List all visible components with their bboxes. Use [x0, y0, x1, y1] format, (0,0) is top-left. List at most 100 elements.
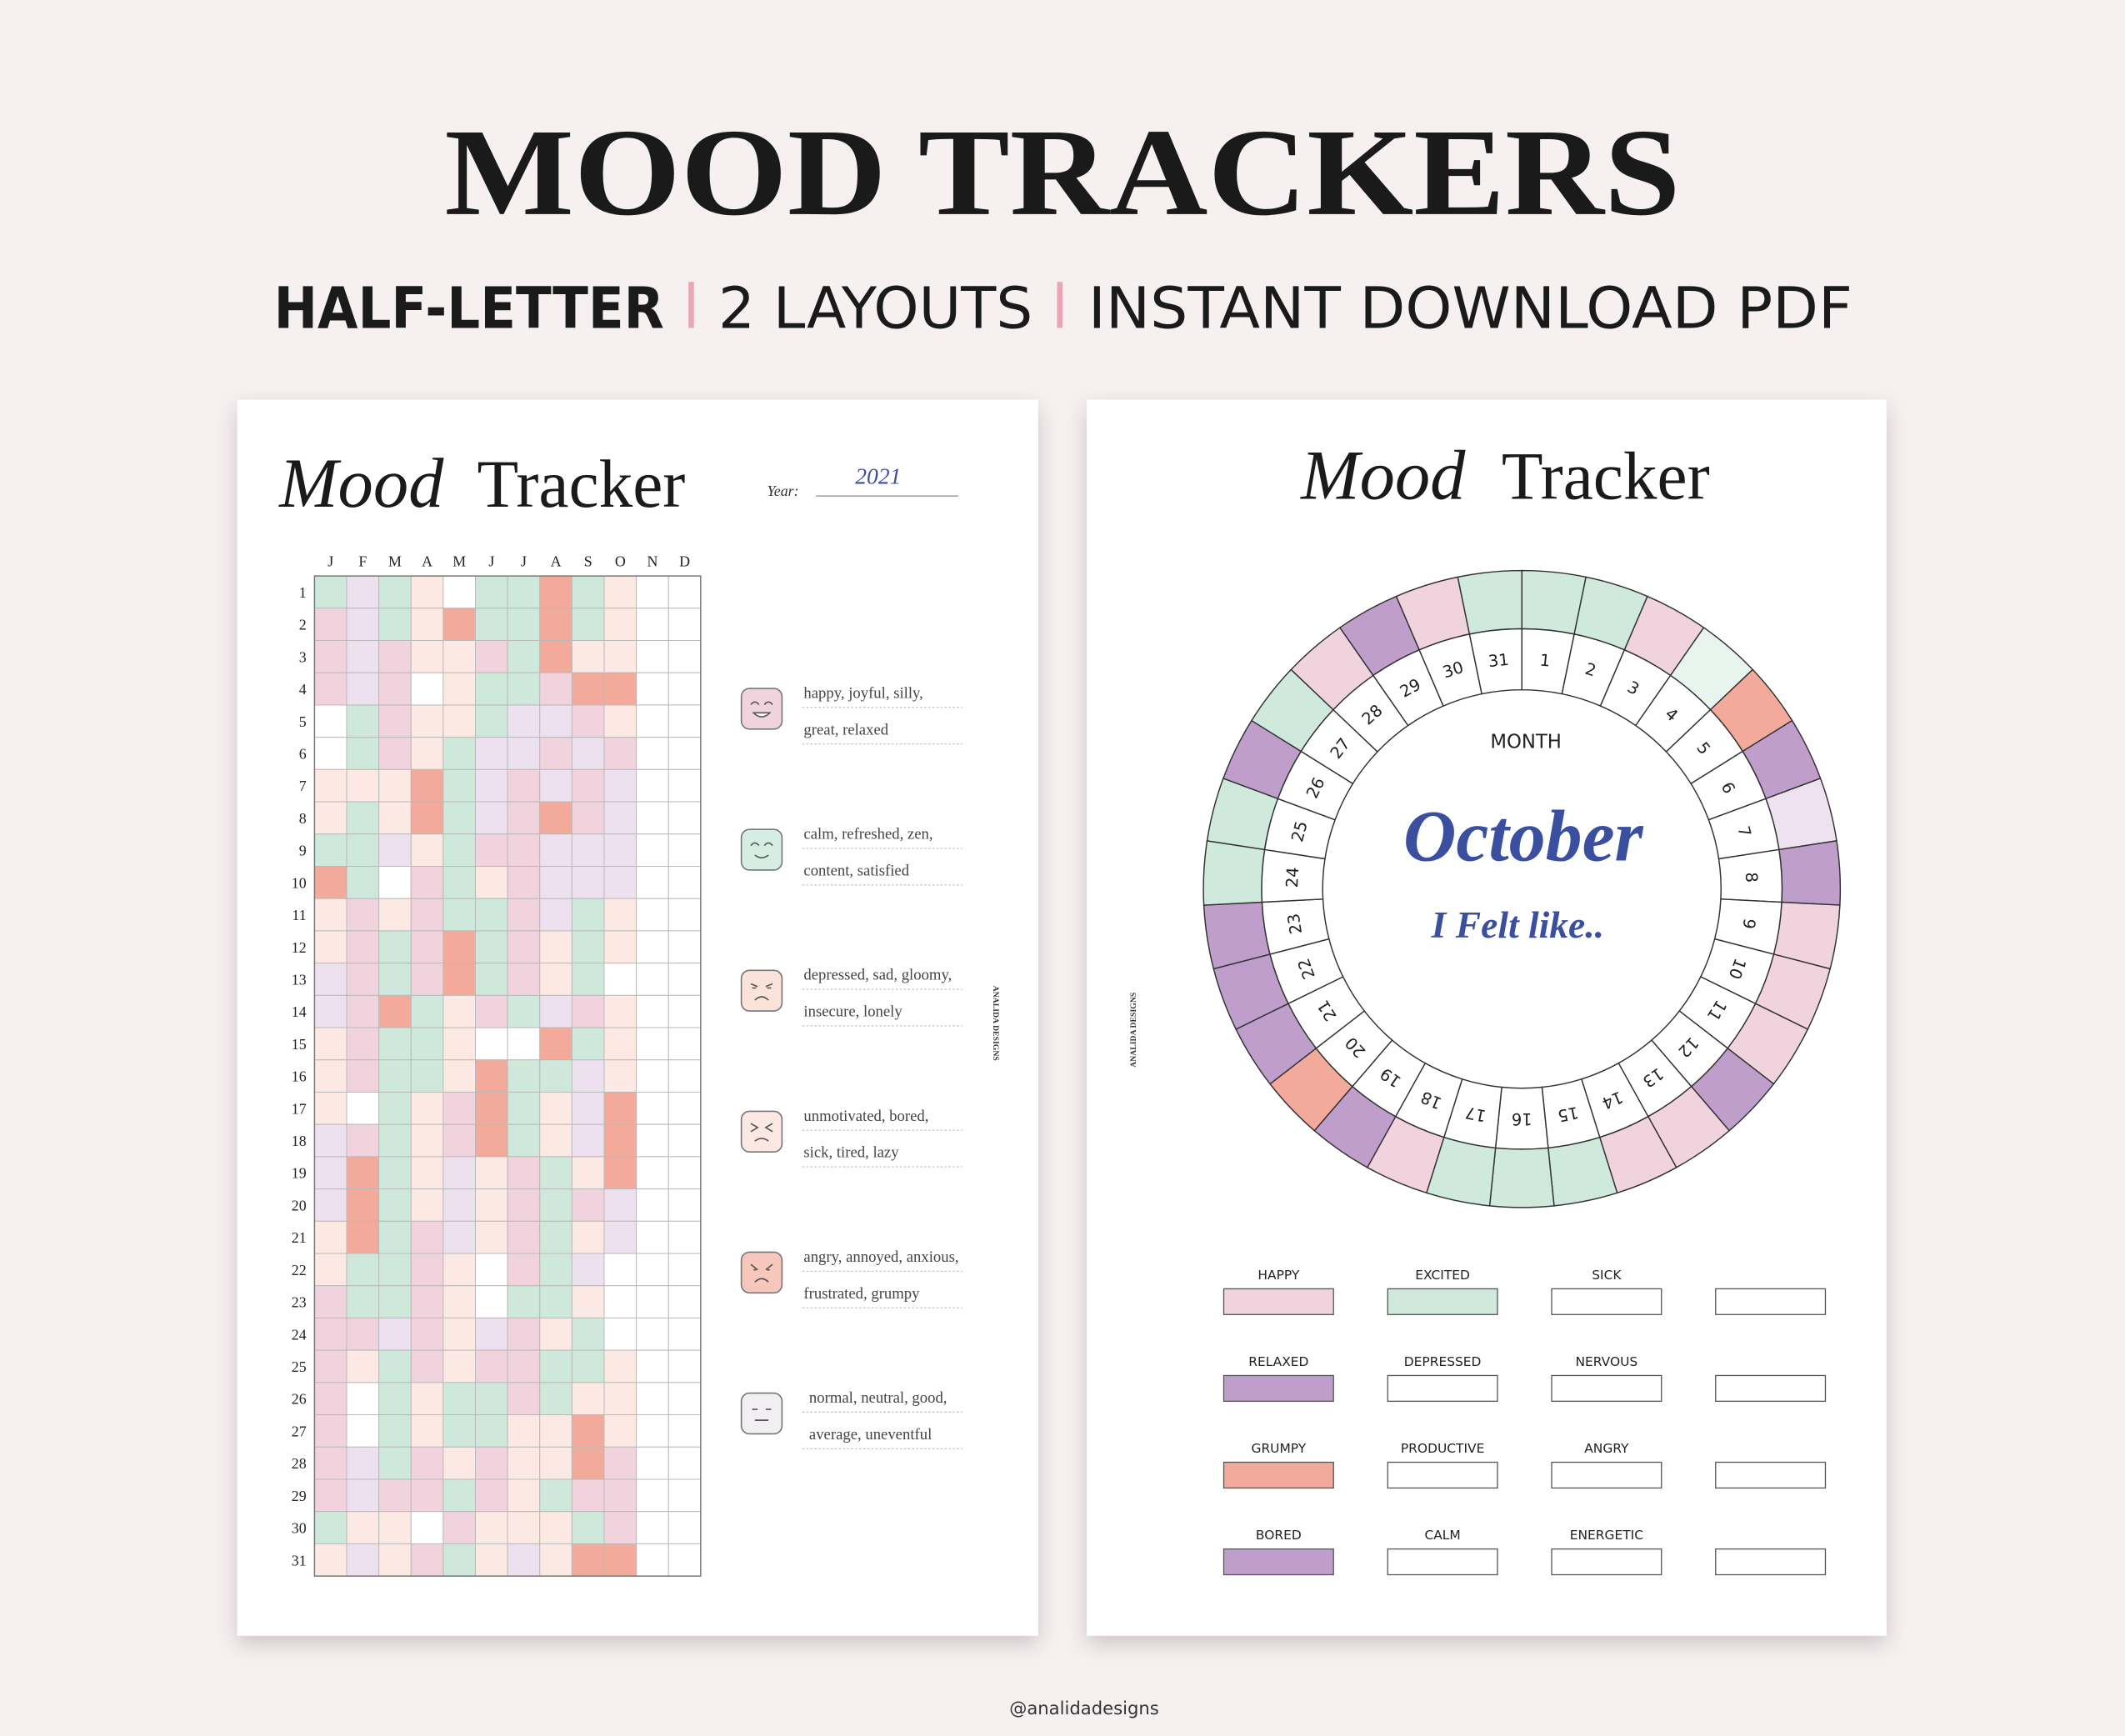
day-cell: [539, 1543, 572, 1577]
day-cell: [668, 737, 702, 770]
main-title: MOOD TRACKERS: [445, 104, 1681, 242]
day-cell: [571, 737, 605, 770]
day-cell: [378, 737, 412, 770]
day-cell: [410, 1188, 444, 1222]
day-cell: [539, 672, 572, 706]
day-cell: [410, 1123, 444, 1158]
face-box: [740, 1392, 783, 1435]
day-cell: [636, 1414, 669, 1448]
day-cell: [313, 1446, 348, 1480]
day-cell: [313, 1349, 348, 1383]
day-cell: [442, 865, 476, 899]
day-cell: [442, 1285, 476, 1318]
day-cell: [603, 994, 638, 1028]
month-letter: O: [615, 553, 626, 570]
card-title-italic: Mood: [1300, 437, 1466, 514]
day-cell: [378, 1220, 412, 1254]
face-eyes: [750, 701, 773, 706]
day-cell: [442, 1027, 476, 1061]
legend-box: [1222, 1461, 1334, 1489]
day-cell: [539, 1446, 572, 1480]
day-cell: [313, 1414, 348, 1448]
day-cell: [603, 1511, 638, 1544]
legend-label: GRUMPY: [1251, 1441, 1306, 1456]
day-cell: [636, 768, 669, 803]
day-cell: [668, 768, 702, 803]
day-cell: [346, 833, 380, 867]
day-cell: [668, 1220, 702, 1254]
legend-box: [1715, 1461, 1827, 1489]
mood-face: [740, 969, 783, 1012]
mood-segment: [1488, 1147, 1555, 1208]
day-cell: [636, 1220, 669, 1254]
day-cell: [668, 865, 702, 899]
day-cell: [636, 1382, 669, 1416]
day-number: 27: [292, 1423, 307, 1439]
day-cell: [475, 865, 508, 899]
day-cell: [410, 1543, 444, 1577]
day-cell: [346, 1414, 380, 1448]
day-cell: [507, 640, 541, 673]
day-cell: [668, 801, 702, 835]
day-cell: [636, 833, 669, 867]
legend-box: [1387, 1374, 1498, 1403]
day-cell: [603, 1478, 638, 1513]
day-cell: [507, 898, 541, 932]
face-mouth: [752, 712, 772, 718]
mood-face: [740, 688, 783, 730]
day-cell: [346, 994, 380, 1028]
day-cell: [571, 801, 605, 835]
day-number: 17: [292, 1100, 307, 1117]
ring-day-number: 24: [1282, 867, 1302, 888]
day-cell: [346, 672, 380, 706]
day-cell: [507, 1091, 541, 1125]
day-number: 10: [292, 874, 307, 891]
day-number: 21: [292, 1229, 307, 1246]
day-cell: [668, 1511, 702, 1544]
day-cell: [410, 1059, 444, 1093]
day-cell: [475, 1253, 508, 1287]
day-cell: [475, 994, 508, 1028]
day-number: 2: [299, 617, 307, 633]
day-cell: [507, 737, 541, 770]
day-cell: [378, 640, 412, 673]
day-cell: [346, 1349, 380, 1383]
day-cell: [313, 1382, 348, 1416]
mood-description: calm, refreshed, zen,: [803, 826, 932, 843]
day-cell: [507, 801, 541, 835]
day-number: 5: [299, 713, 307, 730]
day-cell: [668, 1382, 702, 1416]
day-cell: [346, 1123, 380, 1158]
day-cell: [442, 963, 476, 996]
day-cell: [668, 1059, 702, 1093]
day-cell: [539, 704, 572, 738]
face-box: [740, 969, 783, 1012]
day-cell: [507, 1156, 541, 1190]
legend-box: [1551, 1461, 1662, 1489]
day-cell: [346, 640, 380, 673]
day-cell: [603, 1414, 638, 1448]
day-cell: [378, 865, 412, 899]
day-cell: [313, 737, 348, 770]
mood-face: [740, 1110, 783, 1153]
day-cell: [668, 1123, 702, 1158]
day-cell: [475, 704, 508, 738]
legend-label: ANGRY: [1584, 1441, 1629, 1456]
day-cell: [442, 608, 476, 641]
day-cell: [475, 1543, 508, 1577]
day-cell: [475, 1414, 508, 1448]
day-cell: [571, 672, 605, 706]
day-cell: [668, 1478, 702, 1513]
day-number: 4: [299, 681, 307, 698]
day-cell: [571, 898, 605, 932]
day-cell: [475, 801, 508, 835]
face-eyes: [750, 983, 773, 989]
day-cell: [346, 1511, 380, 1544]
day-cell: [603, 704, 638, 738]
day-cell: [507, 1220, 541, 1254]
day-cell: [378, 1188, 412, 1222]
day-cell: [539, 1317, 572, 1351]
month-letter: M: [388, 553, 402, 570]
day-cell: [636, 1317, 669, 1351]
subtitle-part: HALF-LETTER: [274, 277, 664, 343]
